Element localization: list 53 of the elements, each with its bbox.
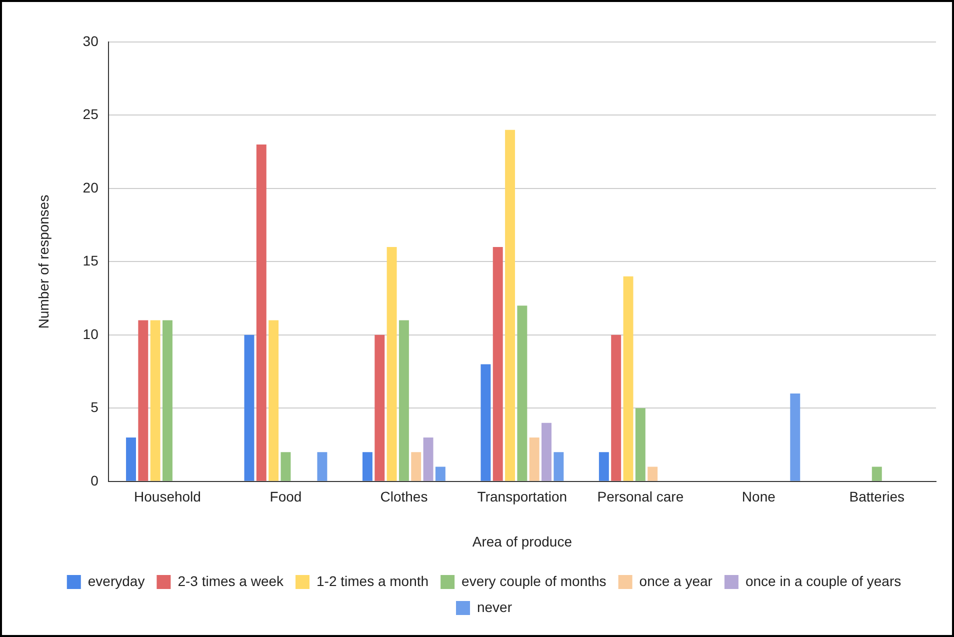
x-tick-label: Personal care (597, 488, 684, 505)
bar (623, 276, 634, 481)
legend-label: once in a couple of years (745, 572, 902, 589)
bar (280, 452, 291, 481)
bar (635, 408, 646, 481)
bar (542, 422, 552, 481)
bar (517, 306, 528, 481)
bar (244, 334, 254, 481)
x-tick-label: Transportation (477, 488, 568, 505)
legend-label: 1-2 times a month (316, 572, 429, 589)
bar (435, 466, 446, 481)
x-tick-label: Household (134, 488, 201, 505)
legend-label: 2-3 times a week (178, 572, 285, 589)
bar (611, 334, 622, 481)
bar (374, 334, 385, 481)
x-axis-title: Area of produce (472, 533, 572, 550)
bar (790, 394, 800, 481)
bar (411, 452, 422, 481)
bar (386, 247, 397, 481)
x-tick-label: Clothes (380, 488, 428, 505)
bar (126, 437, 136, 481)
bar (598, 452, 609, 481)
x-tick-label: Batteries (849, 488, 905, 505)
bar (138, 320, 148, 481)
bar (554, 452, 564, 481)
legend-label: every couple of months (462, 572, 606, 589)
y-tick-label: 0 (90, 472, 99, 488)
bar (398, 320, 409, 481)
legend-label: never (476, 598, 512, 615)
x-tick-label: Food (270, 488, 302, 505)
y-tick-label: 30 (82, 32, 99, 49)
y-tick-label: 10 (82, 326, 99, 342)
bar (150, 320, 160, 481)
y-tick-label: 5 (90, 399, 99, 416)
bar (162, 320, 172, 481)
bar (317, 452, 328, 481)
bar (362, 452, 372, 481)
bar (268, 320, 279, 481)
x-tick-label: None (742, 488, 776, 505)
bar (492, 247, 503, 481)
bar (648, 466, 658, 481)
bar (529, 437, 540, 481)
legend-label: everyday (88, 572, 145, 589)
bar (505, 130, 516, 481)
bar (480, 364, 491, 481)
legend-label: once a year (639, 572, 713, 589)
bar (256, 144, 266, 481)
y-axis-title: Number of responses (35, 194, 52, 329)
bar (872, 466, 882, 481)
y-tick-label: 15 (82, 252, 99, 269)
y-tick-label: 20 (82, 179, 99, 196)
bar (423, 437, 434, 481)
y-tick-label: 25 (82, 106, 99, 122)
